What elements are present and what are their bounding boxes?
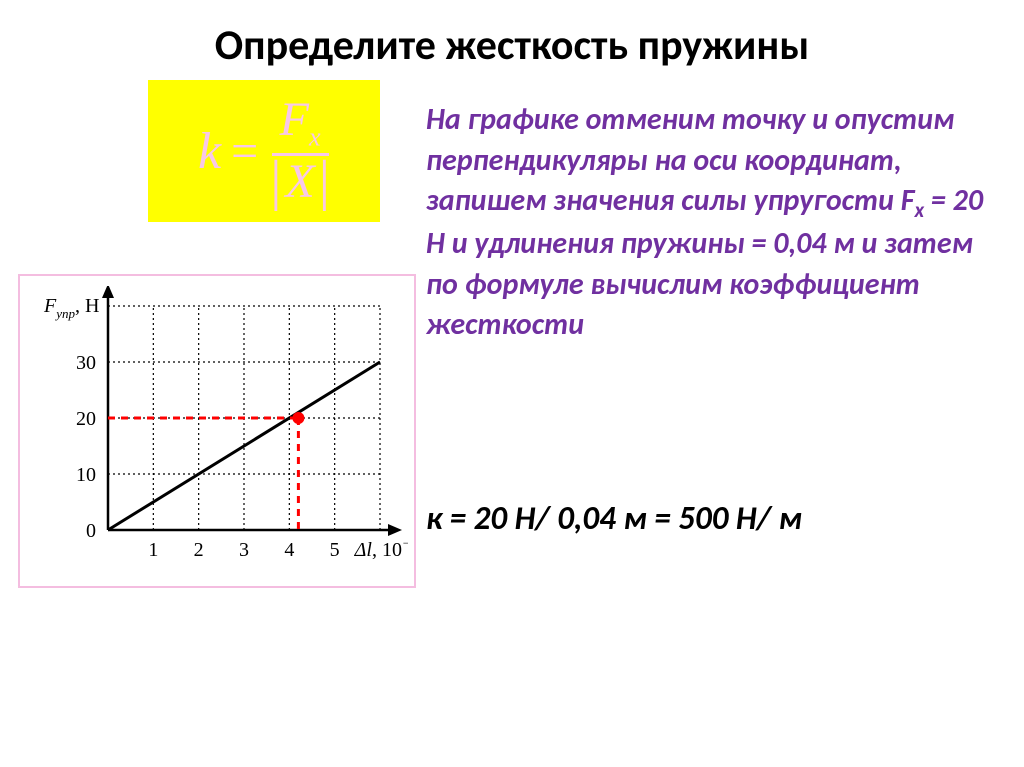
formula-eq: =	[231, 124, 258, 179]
formula-denominator: | X |	[270, 156, 330, 206]
formula-lhs: k	[198, 122, 221, 181]
formula-fraction: Fx | X |	[270, 96, 330, 206]
formula-box: k = Fx | X |	[148, 80, 380, 222]
formula-den-sym: X	[281, 158, 318, 206]
chart-svg: 0 10 20 30 1 2 3 4 5 Fупр, Н Δl, 10−2 м	[30, 286, 408, 580]
formula-num-sub: x	[309, 123, 321, 152]
explanation-part1: На графике отменим точку и опустим перпе…	[426, 101, 954, 219]
svg-text:4: 4	[284, 539, 294, 561]
svg-text:1: 1	[148, 539, 158, 561]
svg-text:30: 30	[76, 352, 96, 374]
svg-text:20: 20	[76, 408, 96, 430]
chart-frame: 0 10 20 30 1 2 3 4 5 Fупр, Н Δl, 10−2 м	[18, 274, 416, 588]
svg-text:Fупр, Н: Fупр, Н	[43, 295, 99, 321]
formula-numerator: Fx	[272, 96, 329, 156]
svg-text:10: 10	[76, 464, 96, 486]
svg-text:0: 0	[86, 520, 96, 542]
abs-bar-right: |	[319, 159, 330, 204]
result-line: к = 20 Н/ 0,04 м = 500 Н/ м	[426, 498, 802, 538]
svg-text:3: 3	[239, 539, 249, 561]
explanation-sub: x	[914, 197, 924, 223]
formula: k = Fx | X |	[198, 96, 330, 206]
svg-text:2: 2	[194, 539, 204, 561]
abs-bar-left: |	[270, 159, 281, 204]
explanation-text: На графике отменим точку и опустим перпе…	[426, 100, 996, 346]
svg-text:5: 5	[330, 539, 340, 561]
svg-text:Δl, 10−2 м: Δl, 10−2 м	[354, 536, 408, 561]
page-title: Определите жесткость пружины	[0, 20, 1024, 71]
formula-num-sym: F	[280, 93, 309, 146]
